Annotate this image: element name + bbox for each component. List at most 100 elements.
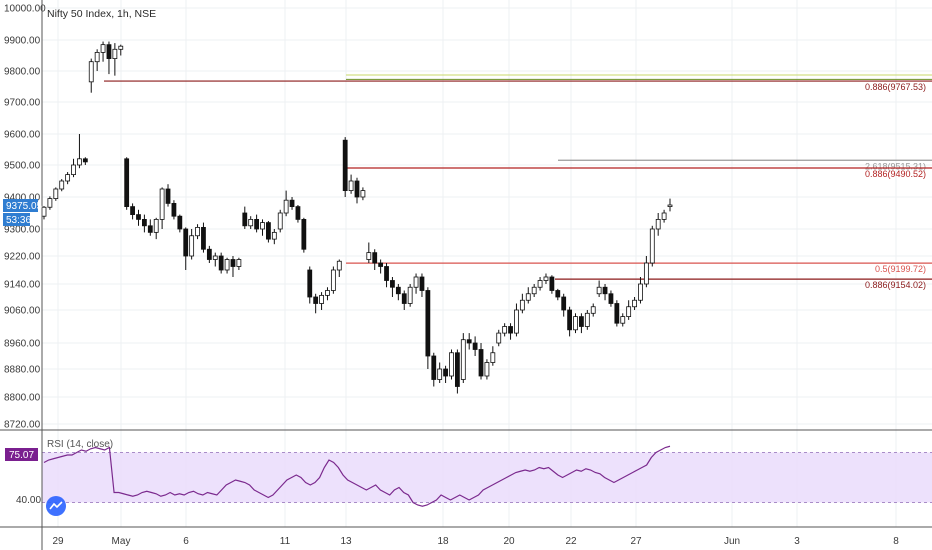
fib-level-label: 0.5(9199.72) [875, 264, 926, 274]
candle [177, 214, 183, 233]
candle [325, 287, 330, 301]
candle [543, 273, 549, 284]
candle [189, 229, 195, 260]
candle-body [437, 368, 443, 380]
candle [224, 257, 230, 274]
candle [301, 217, 307, 253]
candle-body [490, 352, 496, 363]
candle [242, 206, 248, 229]
candle [478, 343, 484, 380]
candle-body [295, 206, 301, 220]
rsi-tick-label: 40.00 [16, 495, 41, 506]
candle-body [484, 362, 490, 377]
candle [218, 252, 224, 274]
candle [283, 190, 289, 217]
candle-body [159, 188, 165, 220]
candle-body [549, 276, 555, 291]
candle-body [224, 259, 230, 271]
candle-body [183, 228, 189, 257]
rsi-title: RSI (14, close) [47, 439, 113, 450]
rsi-band [42, 452, 932, 503]
candle [484, 359, 490, 380]
candle [372, 249, 378, 270]
last-price-badge [3, 199, 38, 212]
candle [94, 49, 100, 71]
candle [236, 257, 242, 270]
candle [201, 222, 206, 253]
candle-body [555, 290, 561, 298]
price-tick-label: 10000.00 [4, 4, 46, 15]
candle-body [632, 299, 637, 308]
countdown-badge [3, 213, 30, 226]
price-tick-label: 9700.00 [4, 98, 41, 109]
candle-body [460, 339, 466, 380]
candle [212, 252, 218, 267]
candle [626, 300, 632, 320]
candle [584, 310, 590, 330]
tradingview-logo-icon[interactable] [46, 496, 66, 516]
candle-body [147, 225, 153, 233]
candle-body [354, 180, 360, 198]
candle [254, 214, 260, 233]
candle [649, 225, 655, 267]
candle-body [401, 293, 407, 304]
date-tick-label: 22 [565, 536, 577, 547]
candle [47, 196, 53, 210]
candle-body [88, 61, 94, 83]
candle-body [531, 286, 537, 295]
candle-body [378, 262, 384, 267]
candle [431, 352, 437, 387]
candle-body [141, 218, 147, 227]
candle-body [325, 290, 330, 296]
date-tick-label: May [112, 536, 131, 547]
price-tick-label: 9140.00 [4, 280, 41, 291]
candle [147, 219, 153, 236]
date-tick-label: 27 [630, 536, 642, 547]
candle [567, 306, 573, 337]
candle-body [348, 180, 354, 191]
candle [112, 43, 118, 76]
price-tick-label: 8800.00 [4, 393, 41, 404]
candle [614, 300, 620, 327]
candle-body [431, 355, 437, 380]
candle [289, 197, 295, 210]
candle [466, 333, 472, 350]
candle-body [478, 349, 484, 377]
candle [395, 284, 401, 301]
candle [82, 157, 88, 165]
candle-body [230, 259, 236, 267]
price-tick-label: 9900.00 [4, 36, 41, 47]
candle-body [573, 316, 578, 331]
candle [443, 365, 448, 383]
price-tick-label: 9500.00 [4, 161, 41, 172]
candle-body [655, 218, 661, 230]
candle [378, 259, 384, 274]
candle-body [118, 45, 124, 50]
rsi-line [43, 445, 671, 507]
candle [561, 293, 567, 317]
candle [230, 256, 236, 277]
candlestick-series[interactable] [41, 41, 673, 394]
candle-body [419, 276, 425, 291]
date-tick-label: 11 [280, 536, 291, 547]
date-tick-label: Jun [724, 536, 740, 547]
candle-body [567, 309, 573, 331]
candle [130, 203, 135, 220]
candle [496, 329, 502, 347]
price-tick-label: 9400.00 [4, 193, 41, 204]
fib-level-label: 0.886(9490.52) [865, 169, 926, 179]
candle [419, 273, 425, 297]
candle-body [590, 306, 596, 314]
candle-body [395, 286, 401, 295]
candle-body [266, 222, 271, 240]
candle-body [106, 44, 112, 60]
candle [206, 245, 212, 263]
rsi-value: 75.07 [9, 450, 34, 461]
candle-body [543, 276, 549, 281]
candle [384, 263, 389, 288]
candle-body [596, 286, 602, 295]
candle-body [649, 228, 655, 264]
rsi-value-badge [5, 448, 38, 461]
candle-body [360, 190, 366, 198]
